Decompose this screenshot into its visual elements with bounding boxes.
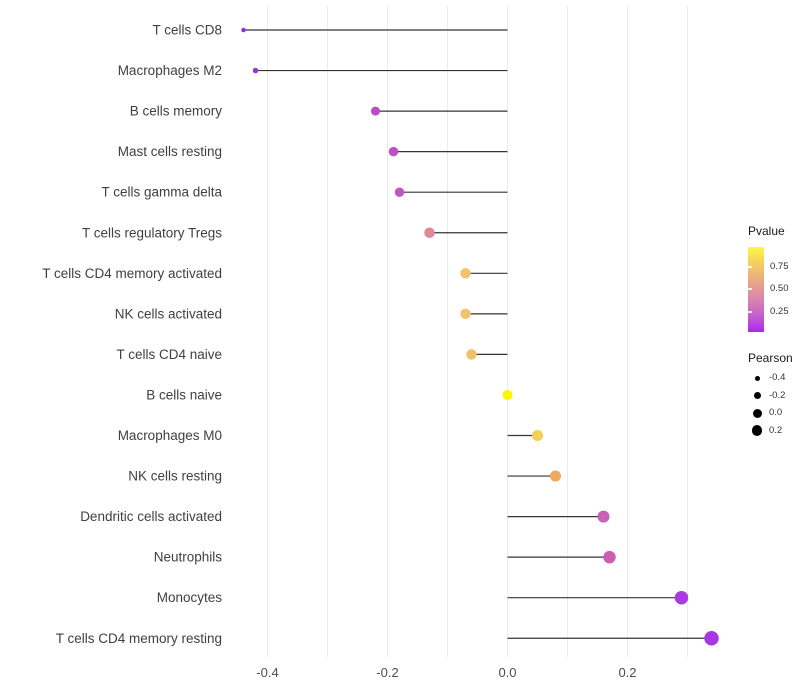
- pvalue-colorbar-tick: [748, 288, 752, 290]
- y-axis-label: Macrophages M0: [118, 428, 222, 443]
- y-axis-label: Mast cells resting: [118, 144, 222, 159]
- y-axis-label: T cells CD4 naive: [116, 347, 222, 362]
- lollipop-dot: [371, 106, 380, 116]
- pearson-legend-label: 0.2: [769, 424, 783, 436]
- pvalue-tick-label: 0.50: [770, 283, 789, 294]
- lollipop-dot: [532, 430, 543, 441]
- y-axis-label: T cells CD4 memory resting: [56, 631, 222, 646]
- pvalue-legend-title: Pvalue: [748, 224, 785, 238]
- pearson-legend-dot: [752, 408, 762, 418]
- y-axis-label: Macrophages M2: [118, 63, 222, 78]
- y-axis-label: NK cells resting: [128, 469, 222, 484]
- y-axis-label: T cells CD8: [152, 23, 222, 38]
- y-axis-label: T cells gamma delta: [101, 185, 222, 200]
- x-axis-tick-label: 0.0: [498, 665, 516, 680]
- pvalue-colorbar-tick: [748, 310, 752, 313]
- pvalue-colorbar-tick: [748, 266, 752, 268]
- lollipop-dot: [466, 349, 477, 360]
- y-axis-label: Dendritic cells activated: [80, 509, 222, 524]
- lollipop-dot: [241, 27, 246, 33]
- pearson-legend-dot: [754, 375, 760, 381]
- lollipop-dot: [460, 268, 471, 279]
- x-axis-tick-label: -0.2: [376, 665, 398, 680]
- lollipop-dot: [674, 590, 689, 605]
- pvalue-gradient-bar: [748, 247, 764, 332]
- lollipop-dot: [252, 67, 259, 74]
- lollipop-dot: [502, 389, 513, 400]
- pvalue-tick-label: 0.75: [770, 261, 789, 272]
- pearson-legend-label: 0.0: [769, 407, 783, 418]
- pearson-legend-label: -0.4: [769, 372, 786, 383]
- y-axis-label: T cells CD4 memory activated: [42, 266, 222, 281]
- lollipop-dot: [460, 308, 471, 320]
- y-axis-label: Monocytes: [157, 590, 223, 605]
- pvalue-tick-label: 0.25: [770, 305, 789, 317]
- lollipop-dot: [424, 227, 435, 238]
- lollipop-dot: [550, 470, 561, 482]
- lollipop-dot: [603, 550, 616, 564]
- y-axis-label: B cells naive: [146, 387, 222, 402]
- y-axis-label: T cells regulatory Tregs: [82, 225, 222, 240]
- y-axis-label: NK cells activated: [115, 306, 222, 321]
- lollipop-dot: [394, 187, 405, 197]
- pearson-legend-title: Pearson: [748, 351, 793, 365]
- lollipop-dot: [704, 631, 719, 646]
- lollipop-dot: [388, 146, 399, 157]
- pearson-legend-label: -0.2: [769, 389, 786, 401]
- pearson-legend-dot: [751, 425, 763, 436]
- x-axis-tick-label: 0.2: [618, 665, 636, 680]
- y-axis-label: B cells memory: [130, 104, 223, 119]
- lollipop-dot: [597, 510, 610, 523]
- pearson-legend-dot: [753, 392, 761, 399]
- y-axis-label: Neutrophils: [154, 550, 223, 565]
- x-axis-tick-label: -0.4: [256, 665, 278, 680]
